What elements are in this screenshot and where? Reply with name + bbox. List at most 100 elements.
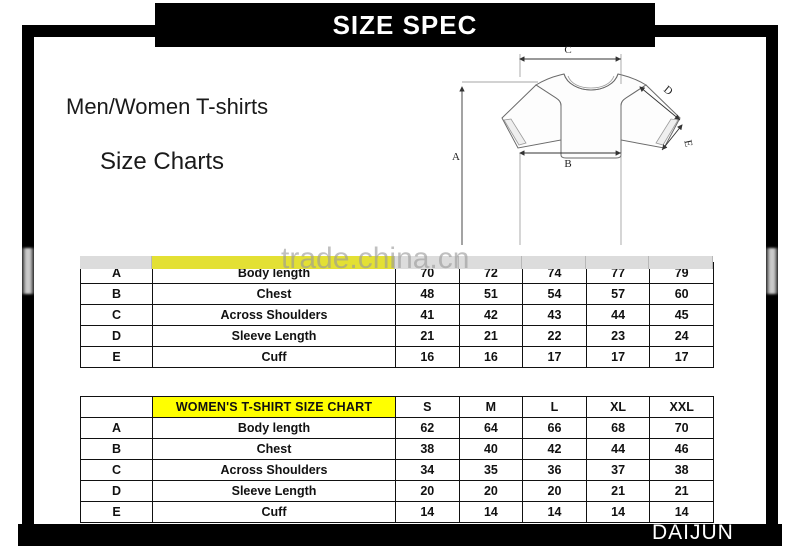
frame-border-bottom bbox=[18, 524, 782, 546]
row-value: 68 bbox=[585, 417, 651, 439]
row-value: 40 bbox=[458, 438, 524, 460]
row-value: 66 bbox=[522, 417, 587, 439]
row-value: 14 bbox=[522, 501, 587, 523]
row-value: 42 bbox=[458, 304, 524, 326]
row-code: C bbox=[80, 459, 153, 481]
row-value: 64 bbox=[458, 417, 524, 439]
row-code: D bbox=[80, 480, 153, 502]
womens-size-table-wrap: WOMEN'S T-SHIRT SIZE CHART S M L XL XXL … bbox=[80, 396, 714, 523]
row-value: 21 bbox=[458, 325, 524, 347]
brand-label: DAIJUN bbox=[652, 521, 734, 544]
diagram-label-c: C bbox=[564, 44, 571, 56]
row-code: C bbox=[80, 304, 153, 326]
table-row: D Sleeve Length 21 21 22 23 24 bbox=[80, 325, 714, 347]
row-desc: Cuff bbox=[152, 346, 396, 368]
table-row: B Chest 38 40 42 44 46 bbox=[80, 438, 714, 460]
row-desc: Sleeve Length bbox=[152, 480, 396, 502]
row-value: 46 bbox=[649, 438, 714, 460]
row-value: 45 bbox=[649, 304, 714, 326]
row-value: 20 bbox=[395, 480, 460, 502]
clipped-header-size-cell-3 bbox=[522, 256, 586, 269]
heading-product-type: Men/Women T-shirts bbox=[66, 94, 269, 119]
row-desc: Chest bbox=[152, 438, 396, 460]
row-desc: Across Shoulders bbox=[152, 459, 396, 481]
row-value: 16 bbox=[395, 346, 460, 368]
row-value: 44 bbox=[585, 438, 651, 460]
row-value: 43 bbox=[522, 304, 587, 326]
column-header-size: M bbox=[458, 396, 524, 418]
row-value: 23 bbox=[585, 325, 651, 347]
tshirt-measurement-diagram: C A B D E bbox=[440, 40, 695, 245]
row-code: D bbox=[80, 325, 153, 347]
row-value: 16 bbox=[458, 346, 524, 368]
mens-size-table: A Body length 70 72 74 77 79 B Chest 48 … bbox=[80, 262, 714, 368]
womens-table-body: WOMEN'S T-SHIRT SIZE CHART S M L XL XXL … bbox=[80, 396, 714, 523]
border-notch-right bbox=[765, 248, 779, 294]
tshirt-diagram-svg: C A B D E bbox=[452, 44, 695, 245]
row-value: 41 bbox=[395, 304, 460, 326]
table-row: C Across Shoulders 41 42 43 44 45 bbox=[80, 304, 714, 326]
row-value: 21 bbox=[585, 480, 651, 502]
table-row: B Chest 48 51 54 57 60 bbox=[80, 283, 714, 305]
row-value: 44 bbox=[585, 304, 651, 326]
row-value: 17 bbox=[522, 346, 587, 368]
clipped-header-size-cell-1 bbox=[395, 256, 459, 269]
clipped-header-desc-cell bbox=[152, 256, 395, 269]
row-desc: Sleeve Length bbox=[152, 325, 396, 347]
row-value: 70 bbox=[649, 417, 714, 439]
row-value: 22 bbox=[522, 325, 587, 347]
row-value: 60 bbox=[649, 283, 714, 305]
d-dimension-line bbox=[639, 86, 681, 121]
row-desc: Across Shoulders bbox=[152, 304, 396, 326]
row-value: 24 bbox=[649, 325, 714, 347]
mens-table-clipped-header bbox=[80, 256, 713, 269]
table-header-row: WOMEN'S T-SHIRT SIZE CHART S M L XL XXL bbox=[80, 396, 714, 418]
womens-size-table: WOMEN'S T-SHIRT SIZE CHART S M L XL XXL … bbox=[80, 396, 714, 523]
row-desc: Chest bbox=[152, 283, 396, 305]
row-value: 48 bbox=[395, 283, 460, 305]
diagram-label-b: B bbox=[564, 158, 571, 170]
row-value: 20 bbox=[522, 480, 587, 502]
heading-size-charts: Size Charts bbox=[100, 148, 225, 175]
row-value: 21 bbox=[649, 480, 714, 502]
clipped-header-code-cell bbox=[80, 256, 152, 269]
column-header-size: XL bbox=[585, 396, 651, 418]
table-row: A Body length 62 64 66 68 70 bbox=[80, 417, 714, 439]
column-header-size: XXL bbox=[649, 396, 714, 418]
row-value: 36 bbox=[522, 459, 587, 481]
diagram-label-e: E bbox=[681, 139, 694, 148]
row-desc: Body length bbox=[152, 417, 396, 439]
row-value: 17 bbox=[649, 346, 714, 368]
row-value: 54 bbox=[522, 283, 587, 305]
row-value: 51 bbox=[458, 283, 524, 305]
row-value: 21 bbox=[395, 325, 460, 347]
e-dimension-line bbox=[661, 124, 683, 151]
row-value: 14 bbox=[585, 501, 651, 523]
collar-inner bbox=[567, 75, 615, 89]
row-value: 42 bbox=[522, 438, 587, 460]
column-header-size: L bbox=[522, 396, 587, 418]
row-value: 14 bbox=[395, 501, 460, 523]
clipped-header-size-cell-5 bbox=[649, 256, 713, 269]
title-banner: SIZE SPEC bbox=[155, 3, 655, 47]
row-code: A bbox=[80, 417, 153, 439]
row-value: 38 bbox=[649, 459, 714, 481]
womens-header-blank bbox=[80, 396, 153, 418]
row-value: 14 bbox=[458, 501, 524, 523]
clipped-header-size-cell-4 bbox=[585, 256, 650, 269]
clipped-header-size-cell-2 bbox=[458, 256, 523, 269]
table-row: E Cuff 16 16 17 17 17 bbox=[80, 346, 714, 368]
border-notch-left bbox=[21, 248, 35, 294]
womens-header-title: WOMEN'S T-SHIRT SIZE CHART bbox=[152, 396, 396, 418]
column-header-size: S bbox=[395, 396, 460, 418]
row-value: 20 bbox=[458, 480, 524, 502]
row-code: E bbox=[80, 346, 153, 368]
diagram-label-d: D bbox=[661, 84, 675, 98]
row-code: B bbox=[80, 283, 153, 305]
mens-table-body: A Body length 70 72 74 77 79 B Chest 48 … bbox=[80, 262, 714, 368]
row-value: 38 bbox=[395, 438, 460, 460]
row-code: B bbox=[80, 438, 153, 460]
collar-outer bbox=[563, 73, 619, 91]
table-row: C Across Shoulders 34 35 36 37 38 bbox=[80, 459, 714, 481]
